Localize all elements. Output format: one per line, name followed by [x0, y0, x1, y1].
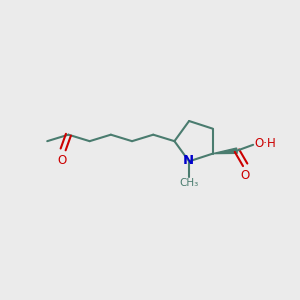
Text: N: N	[183, 154, 194, 167]
Text: CH₃: CH₃	[179, 178, 199, 188]
Text: O: O	[57, 154, 67, 166]
Text: O: O	[241, 169, 250, 182]
Polygon shape	[213, 148, 237, 154]
Text: O·H: O·H	[254, 137, 276, 150]
